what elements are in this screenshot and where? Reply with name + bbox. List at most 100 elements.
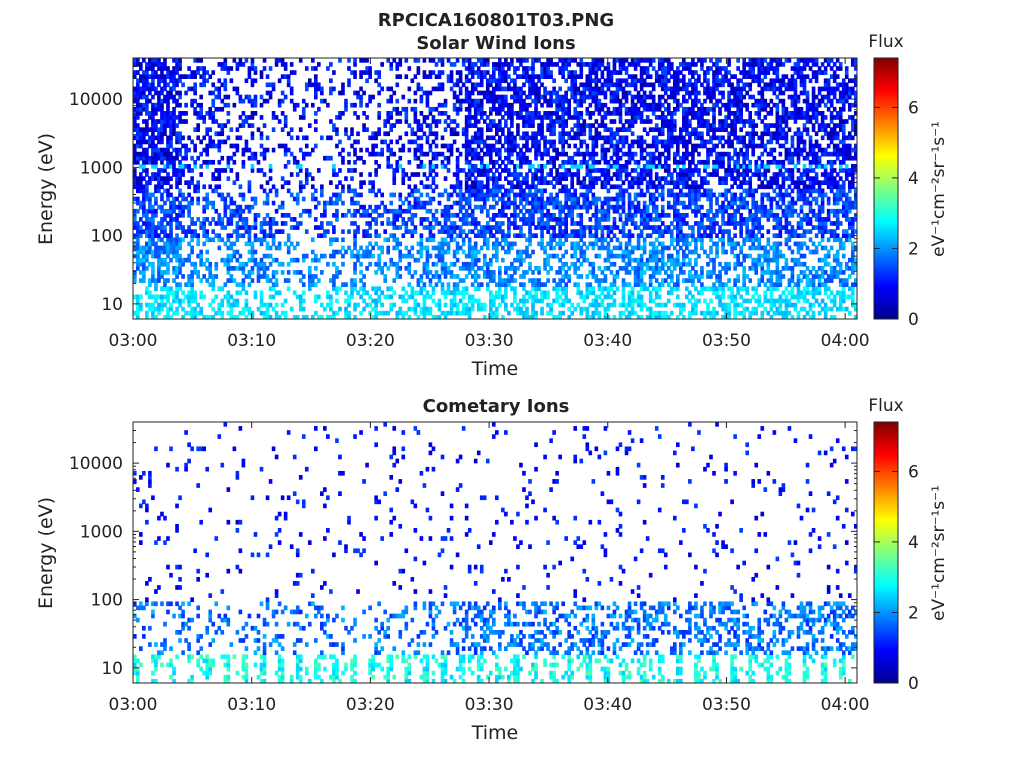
spectrogram-cell (166, 241, 170, 247)
spectrogram-cell (534, 135, 538, 141)
spectrogram-cell (597, 78, 602, 84)
spectrogram-cell (142, 155, 146, 161)
spectrogram-cell (522, 123, 526, 128)
spectrogram-cell (271, 237, 276, 243)
spectrogram-cell (187, 229, 191, 234)
spectrogram-cell (491, 270, 496, 275)
spectrogram-cell (461, 249, 466, 255)
spectrogram-cell (519, 74, 523, 79)
spectrogram-cell (624, 217, 629, 222)
spectrogram-cell (561, 261, 565, 267)
spectrogram-cell (528, 188, 532, 194)
spectrogram-cell (145, 102, 149, 108)
spectrogram-cell (166, 196, 170, 202)
spectrogram-cell (262, 155, 267, 161)
spectrogram-cell (507, 229, 511, 234)
spectrogram-cell (235, 314, 240, 319)
spectrogram-cell (582, 200, 587, 206)
spectrogram-cell (139, 66, 143, 71)
spectrogram-cell (558, 217, 562, 222)
spectrogram-cell (636, 208, 641, 214)
spectrogram-cell (591, 233, 596, 239)
spectrogram-cell (522, 298, 526, 304)
spectrogram-cell (217, 237, 222, 243)
spectrogram-cell (467, 70, 472, 75)
spectrogram-cell (594, 139, 599, 145)
spectrogram-cell (187, 184, 191, 190)
spectrogram-cell (368, 221, 372, 226)
spectrogram-cell (485, 82, 490, 88)
spectrogram-cell (356, 253, 360, 259)
spectrogram-cell (310, 249, 315, 255)
spectrogram-cell (416, 302, 421, 308)
spectrogram-cell (476, 233, 481, 239)
spectrogram-cell (510, 278, 514, 283)
spectrogram-cell (151, 131, 155, 137)
spectrogram-cell (392, 221, 397, 226)
spectrogram-cell (495, 139, 499, 145)
spectrogram-cell (579, 192, 584, 198)
spectrogram-cell (519, 310, 523, 316)
spectrogram-cell (434, 106, 439, 112)
spectrogram-cell (594, 278, 599, 283)
spectrogram-cell (425, 274, 430, 279)
spectrogram-cell (504, 86, 508, 92)
spectrogram-cell (615, 86, 620, 92)
spectrogram-cell (259, 94, 264, 100)
spectrogram-cell (528, 233, 532, 239)
spectrogram-cell (253, 98, 258, 104)
spectrogram-cell (519, 282, 523, 287)
spectrogram-cell (407, 184, 412, 190)
spectrogram-cell (157, 66, 161, 71)
spectrogram-cell (425, 306, 430, 312)
spectrogram-cell (175, 282, 179, 287)
spectrogram-cell (636, 245, 641, 251)
spectrogram-cell (624, 135, 629, 141)
spectrogram-cell (504, 111, 508, 116)
spectrogram-cell (332, 212, 336, 218)
spectrogram-cell (223, 94, 228, 100)
spectrogram-cell (142, 147, 146, 153)
spectrogram-cell (573, 233, 578, 239)
spectrogram-cell (160, 127, 164, 133)
spectrogram-cell (365, 233, 369, 239)
spectrogram-cell (398, 253, 403, 259)
spectrogram-cell (317, 294, 321, 300)
spectrogram-cell (157, 180, 161, 186)
spectrogram-cell (277, 119, 282, 124)
spectrogram-cell (573, 106, 578, 112)
spectrogram-cell (573, 78, 578, 84)
spectrogram-cell (407, 282, 412, 287)
spectrogram-cell (501, 102, 505, 108)
spectrogram-cell (540, 127, 544, 133)
spectrogram-cell (591, 314, 596, 319)
spectrogram-cell (145, 212, 149, 218)
spectrogram-cell (353, 245, 357, 251)
spectrogram-cell (603, 274, 608, 279)
spectrogram-cell (253, 196, 258, 202)
spectrogram-cell (567, 86, 572, 92)
spectrogram-cell (223, 168, 228, 173)
spectrogram-cell (491, 106, 496, 112)
spectrogram-cell (440, 58, 445, 63)
spectrogram-cell (585, 74, 590, 79)
spectrogram-cell (235, 229, 240, 234)
spectrogram-cell (136, 188, 140, 194)
spectrogram-cell (476, 168, 481, 173)
spectrogram-cell (636, 282, 641, 287)
spectrogram-cell (259, 131, 264, 137)
spectrogram-cell (136, 298, 140, 304)
spectrogram-cell (636, 302, 641, 308)
spectrogram-cell (175, 123, 179, 128)
spectrogram-cell (425, 257, 430, 263)
spectrogram-cell (642, 286, 647, 292)
spectrogram-cell (507, 102, 511, 108)
spectrogram-cell (546, 310, 550, 316)
spectrogram-cell (148, 111, 152, 116)
spectrogram-cell (473, 135, 478, 141)
spectrogram-cell (229, 200, 234, 206)
spectrogram-cell (537, 164, 541, 169)
spectrogram-cell (498, 282, 502, 287)
spectrogram-cell (416, 278, 421, 283)
spectrogram-cell (570, 94, 575, 100)
